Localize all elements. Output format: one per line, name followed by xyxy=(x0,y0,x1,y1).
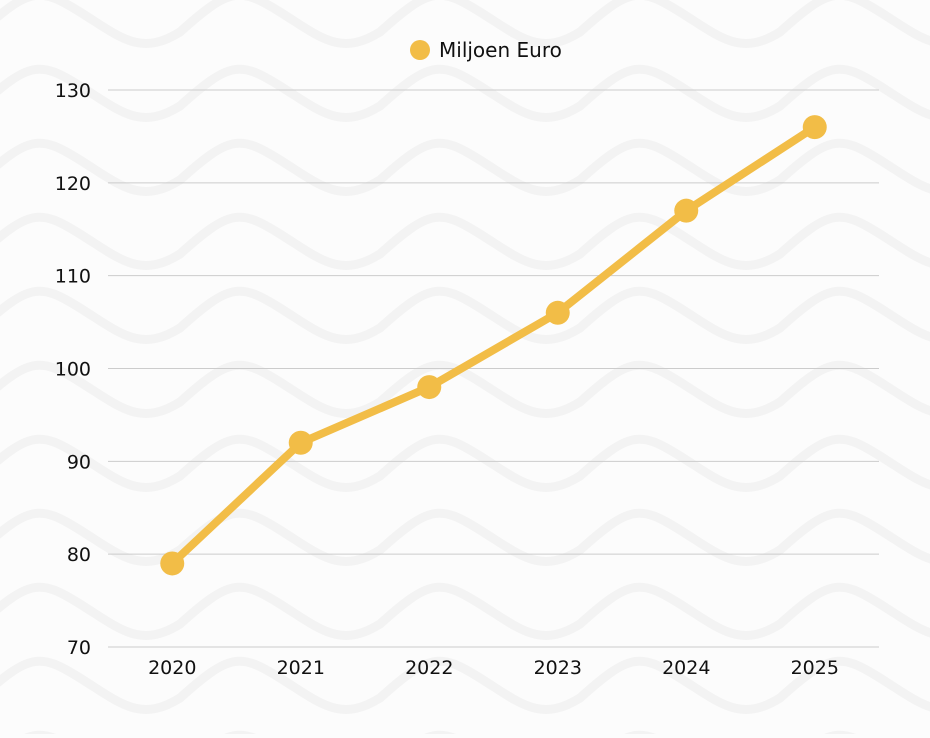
x-tick-label: 2020 xyxy=(148,657,196,679)
wave-line xyxy=(0,0,930,48)
y-tick-label: 70 xyxy=(67,637,91,659)
y-tick-label: 80 xyxy=(67,544,91,566)
x-tick-label: 2023 xyxy=(534,657,582,679)
wave-line xyxy=(0,212,930,270)
data-point[interactable] xyxy=(802,115,827,140)
y-tick-label: 110 xyxy=(55,266,91,288)
y-tick-label: 130 xyxy=(55,80,91,102)
series-line xyxy=(168,123,819,568)
data-point[interactable] xyxy=(160,551,185,576)
gridlines xyxy=(108,89,879,648)
data-point[interactable] xyxy=(545,300,570,325)
x-tick-label: 2021 xyxy=(277,657,325,679)
legend-marker-icon xyxy=(410,40,430,60)
y-axis: 70 80 90 100 110 120 130 xyxy=(55,80,91,659)
legend-label: Miljoen Euro xyxy=(439,38,562,62)
x-tick-label: 2022 xyxy=(405,657,453,679)
x-tick-label: 2024 xyxy=(662,657,710,679)
wave-line xyxy=(0,434,930,492)
legend[interactable]: Miljoen Euro xyxy=(410,38,562,62)
wave-line xyxy=(0,138,930,196)
data-point[interactable] xyxy=(674,198,699,223)
x-tick-label: 2025 xyxy=(791,657,839,679)
wave-line xyxy=(0,508,930,566)
y-tick-label: 120 xyxy=(55,173,91,195)
wave-line xyxy=(0,64,930,122)
x-axis: 2020 2021 2022 2023 2024 2025 xyxy=(148,657,839,679)
data-point[interactable] xyxy=(288,430,313,455)
wave-line xyxy=(0,582,930,640)
wave-line xyxy=(0,656,930,714)
series-miljoen-euro xyxy=(160,115,827,576)
y-tick-label: 90 xyxy=(67,451,91,473)
y-tick-label: 100 xyxy=(55,359,91,381)
wave-line xyxy=(0,286,930,344)
data-point[interactable] xyxy=(417,375,442,400)
wave-line xyxy=(0,360,930,418)
